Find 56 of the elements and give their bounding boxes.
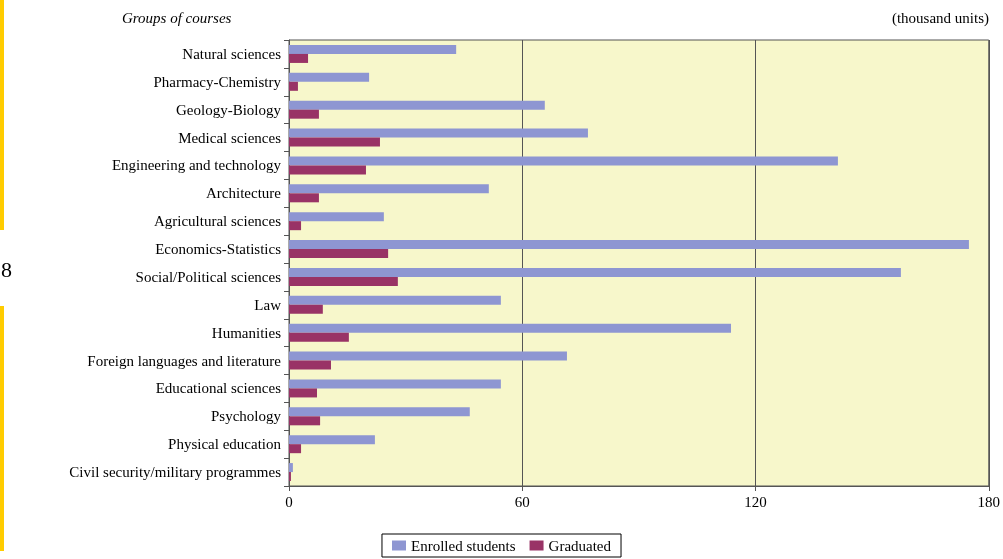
bar <box>289 407 470 417</box>
bar <box>289 128 588 138</box>
y-tick-label: Geology-Biology <box>176 101 282 118</box>
bar <box>289 360 331 370</box>
bar <box>289 165 366 175</box>
bar <box>289 156 838 166</box>
y-tick-label: Architecture <box>206 185 282 202</box>
bar <box>289 379 501 389</box>
y-tick-label: Engineering and technology <box>111 157 282 174</box>
y-tick-label: Psychology <box>210 408 282 425</box>
legend-label: Graduated <box>548 537 612 554</box>
bar <box>289 304 323 314</box>
y-tick-label: Physical education <box>168 436 282 453</box>
bar <box>289 81 298 91</box>
y-axis-title: Groups of courses <box>122 9 232 26</box>
bar <box>289 388 317 398</box>
y-tick-label: Medical sciences <box>178 129 282 146</box>
bar <box>289 53 309 63</box>
text: 8 <box>1 256 12 282</box>
bar <box>289 137 380 147</box>
bar <box>289 332 349 342</box>
y-tick-label: Humanities <box>211 324 282 341</box>
y-tick-label: Law <box>254 296 282 313</box>
legend-label: Enrolled students <box>410 537 516 554</box>
bar <box>289 276 398 286</box>
x-tick-label: 180 <box>977 493 1000 510</box>
bar <box>289 267 901 277</box>
y-tick-label: Economics-Statistics <box>155 241 282 258</box>
bar <box>289 221 302 231</box>
y-tick-label: Natural sciences <box>182 45 282 62</box>
y-tick-label: Educational sciences <box>155 380 282 397</box>
bar <box>289 444 302 454</box>
text: (thousand units) <box>891 9 989 27</box>
bar <box>289 193 319 203</box>
bar <box>289 184 489 194</box>
y-tick-label: Foreign languages and literature <box>87 352 282 369</box>
bar <box>289 463 293 473</box>
x-tick-label: 0 <box>285 493 293 510</box>
y-tick-label: Pharmacy-Chemistry <box>153 73 282 90</box>
bar <box>289 249 389 259</box>
bar <box>289 240 969 250</box>
bar <box>289 435 375 445</box>
bar <box>289 44 457 54</box>
y-tick-label: Social/Political sciences <box>135 268 282 285</box>
bar <box>289 295 501 305</box>
bar <box>289 109 319 119</box>
bar <box>289 351 567 361</box>
bar <box>289 100 545 110</box>
x-tick-label: 120 <box>744 493 767 510</box>
y-tick-label: Civil security/military programmes <box>69 464 282 481</box>
bar <box>289 323 732 333</box>
x-tick-label: 60 <box>514 493 530 510</box>
y-tick-label: Agricultural sciences <box>153 213 282 230</box>
bar <box>289 416 321 426</box>
bar <box>289 212 384 222</box>
bar <box>289 72 370 82</box>
